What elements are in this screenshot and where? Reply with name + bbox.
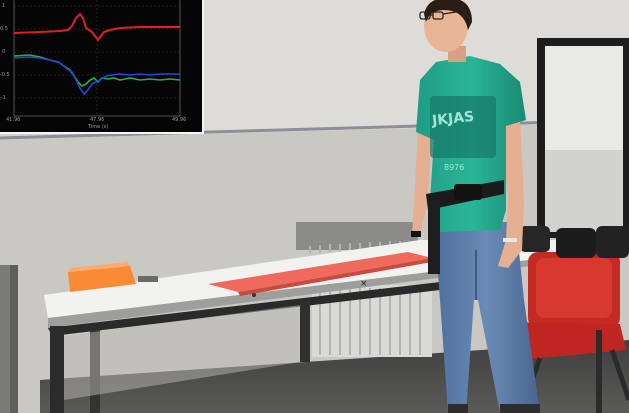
bracelet bbox=[503, 238, 517, 242]
table-underside-shadow bbox=[64, 305, 300, 400]
y-tick-0: 0 bbox=[2, 49, 6, 55]
red-mat-shade bbox=[238, 258, 432, 296]
person-hair bbox=[424, 0, 472, 30]
orange-block-top bbox=[68, 262, 130, 272]
shirt-graphic bbox=[430, 96, 496, 158]
inset-border bbox=[0, 130, 204, 134]
chair-seat bbox=[500, 322, 626, 360]
bg-chair-3 bbox=[520, 226, 550, 252]
wall-stripe bbox=[0, 118, 629, 140]
red-chair bbox=[500, 252, 629, 413]
left-panel-edge bbox=[10, 265, 18, 413]
table-frame bbox=[48, 282, 440, 336]
table-leg-mid bbox=[300, 300, 310, 362]
shirt-text-1: JKJAS bbox=[430, 109, 475, 129]
glasses bbox=[419, 11, 457, 20]
person-left-arm bbox=[412, 126, 432, 236]
y-tick-neg-1: -1 bbox=[1, 95, 6, 101]
belt-sensor bbox=[454, 184, 482, 200]
chair-leg-right bbox=[609, 349, 629, 401]
inset-border-right bbox=[200, 0, 204, 134]
x-tick-end: 49.96 bbox=[172, 117, 187, 123]
x-tick-mid: 47.96 bbox=[90, 117, 105, 123]
plot-series-red bbox=[13, 12, 180, 42]
shirt-text-2: 8976 bbox=[444, 163, 464, 172]
wrist-watch bbox=[411, 231, 421, 237]
chair-frame-post bbox=[596, 330, 602, 413]
x-tick-start: 41.96 bbox=[6, 117, 21, 123]
signal-plot bbox=[13, 0, 181, 117]
person: JKJAS 8976 bbox=[411, 0, 540, 413]
y-tick-neg-0-5: -0.5 bbox=[0, 72, 10, 78]
table-leg-left bbox=[50, 326, 64, 413]
door-shadow bbox=[545, 150, 623, 232]
bg-chair-2 bbox=[596, 226, 629, 258]
y-tick-0-5: 0.5 bbox=[0, 26, 8, 32]
red-mat bbox=[208, 252, 432, 292]
signal-plot-inset: 1 0.5 0 -0.5 -1 41.96 47.96 49.96 Time (… bbox=[0, 0, 202, 132]
plot-grid bbox=[14, 0, 180, 116]
small-device bbox=[138, 276, 158, 282]
bg-chair-1 bbox=[556, 228, 596, 258]
shoe-left bbox=[448, 404, 468, 413]
plot-series-blue bbox=[13, 56, 180, 96]
shoe-right bbox=[500, 404, 540, 413]
person-jeans bbox=[434, 222, 540, 413]
x-axis-label: Time (s) bbox=[88, 124, 109, 130]
mat-marker-dot bbox=[252, 293, 256, 297]
mat-marker-x: × bbox=[360, 279, 368, 289]
y-tick-1: 1 bbox=[2, 3, 6, 9]
orange-block bbox=[68, 266, 136, 292]
floor bbox=[40, 340, 629, 413]
chair-back-highlight bbox=[536, 258, 612, 318]
person-head bbox=[424, 0, 468, 52]
belt-strap-hang bbox=[428, 200, 440, 274]
